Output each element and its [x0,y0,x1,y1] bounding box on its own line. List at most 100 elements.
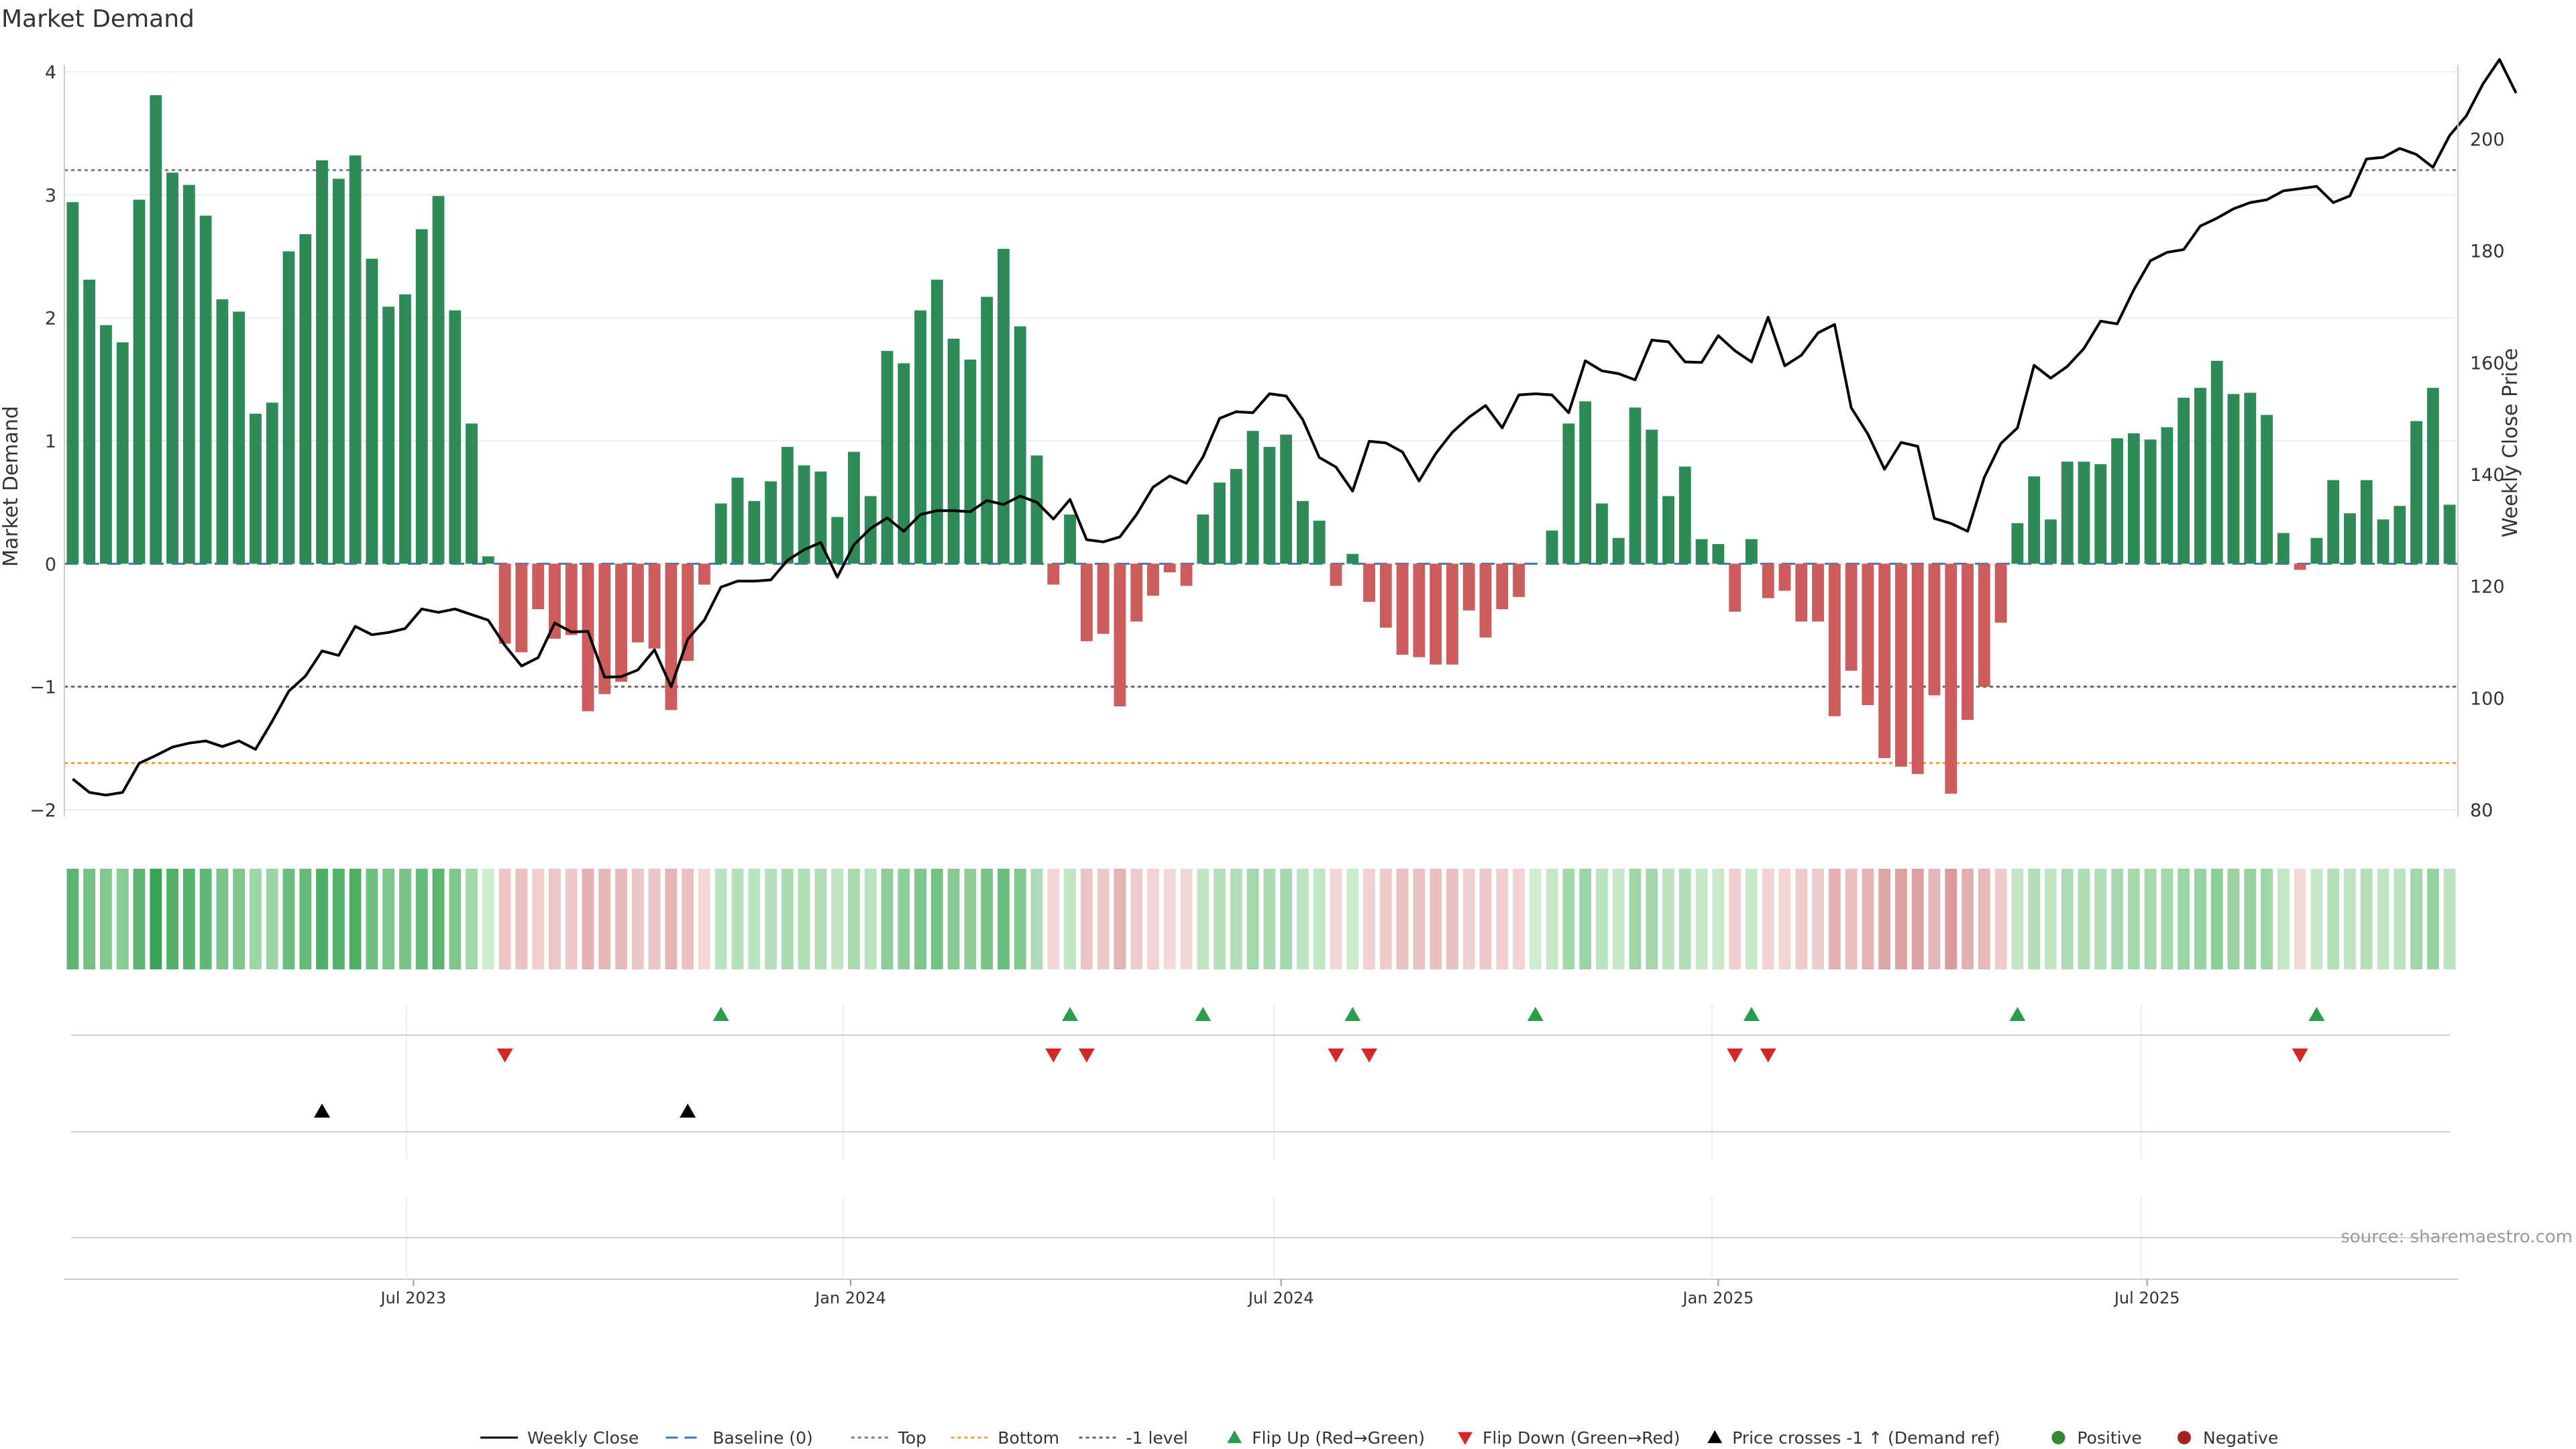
demand-bar-negative [515,564,528,653]
legend-item: Weekly Close [480,1428,639,1448]
demand-bar-negative [1762,564,1774,598]
demand-bar-negative [1413,564,1426,657]
heat-strip-cell [449,869,462,969]
demand-bar-negative [1962,564,1974,720]
demand-bar-positive [266,402,278,564]
legend-swatch-triangle-up [1227,1430,1242,1444]
legend-item: Baseline (0) [665,1428,813,1448]
demand-bar-positive [814,471,827,564]
demand-bar-positive [1546,530,1558,564]
demand-bar-negative [1147,564,1159,596]
heat-strip-cell [216,869,229,969]
demand-bar-positive [1263,447,1276,564]
heat-strip-cell [1646,869,1658,969]
heat-strip-cell [1496,869,1509,969]
demand-bar-negative [665,564,678,710]
heat-strip-cell [998,869,1010,969]
demand-bars [66,95,2456,794]
flip-down-marker [1760,1049,1776,1063]
demand-bar-positive [2261,415,2273,564]
heat-strip-cell [714,869,727,969]
demand-bar-negative [1446,564,1458,665]
demand-bar-negative [549,564,561,639]
heat-strip-cell [1064,869,1076,969]
demand-bar-positive [1596,503,1608,564]
legend-item: Price crosses -1 ↑ (Demand ref) [1707,1428,2000,1448]
y-tick-label: 2 [45,309,56,329]
heat-strip-cell [698,869,710,969]
demand-bar-negative [1330,564,1342,586]
demand-heat-strip [66,869,2456,969]
demand-bar-negative [498,564,511,644]
heat-strip-cell [116,869,129,969]
heat-strip-cell [2443,869,2456,969]
x-tick-label: Jul 2023 [379,1289,446,1307]
demand-bar-positive [1612,537,1625,564]
demand-bar-positive [1214,482,1226,564]
y-tick-label: −2 [30,800,56,821]
heat-strip-cell [1396,869,1409,969]
demand-bar-positive [399,294,411,564]
y-axis-title: Market Demand [0,406,23,567]
heat-strip-cell [166,869,178,969]
heat-strip-cell [2227,869,2240,969]
flip-up-marker [1527,1007,1544,1021]
heat-strip-cell [2078,869,2090,969]
demand-bar-positive [1629,407,1642,564]
demand-bar-positive [2178,397,2190,564]
x-tick-label: Jul 2025 [2113,1289,2180,1307]
y-right-tick-label: 100 [2470,688,2505,709]
demand-bar-negative [1080,564,1093,641]
demand-bar-positive [881,351,894,564]
heat-strip-cell [1778,869,1791,969]
x-tick-label: Jan 2024 [814,1289,886,1307]
heat-strip-cell [1862,869,1874,969]
heat-strip-cell [100,869,112,969]
demand-bar-positive [182,184,195,564]
flip-up-marker [1743,1007,1760,1021]
heat-strip-cell [1546,869,1558,969]
heat-strip-cell [2094,869,2107,969]
y-tick-label: 1 [45,431,56,452]
demand-bar-negative [1513,564,1525,597]
heat-strip-cell [748,869,761,969]
heat-strip-cell [1746,869,1758,969]
demand-bar-positive [2277,533,2290,564]
heat-strip-cell [1263,869,1276,969]
demand-bar-negative [532,564,545,610]
heat-strip-cell [1430,869,1442,969]
demand-bar-positive [798,465,810,564]
demand-bar-negative [2294,564,2306,570]
legend-item: -1 level [1079,1428,1188,1448]
flip-up-marker [1344,1007,1361,1021]
heat-strip-cell [2394,869,2406,969]
heat-strip-cell [349,869,362,969]
heat-strip-cell [1513,869,1525,969]
flip-up-marker [1195,1007,1212,1021]
demand-bar-positive [2078,462,2090,564]
demand-bar-positive [382,307,395,564]
heat-strip-cell [814,869,827,969]
heat-strip-cell [1413,869,1426,969]
demand-bar-negative [1163,564,1176,573]
demand-bar-positive [898,363,910,564]
heat-strip-cell [1313,869,1326,969]
heat-strip-cell [1446,869,1458,969]
legend-label: Negative [2203,1428,2278,1448]
demand-bar-positive [981,297,994,564]
heat-strip-cell [2011,869,2024,969]
signal-panels [71,1004,2450,1278]
chart-title: Market Demand [1,5,195,33]
demand-bar-negative [1994,564,2007,623]
heat-strip-cell [798,869,810,969]
heat-strip-cell [515,869,528,969]
demand-bar-negative [1878,564,1891,758]
heat-strip-cell [1596,869,1608,969]
heat-strip-cell [549,869,561,969]
heat-strip-cell [1612,869,1625,969]
demand-bar-positive [466,423,478,564]
heat-strip-cell [930,869,943,969]
heat-strip-cell [1080,869,1093,969]
heat-strip-cell [332,869,345,969]
heat-strip-cell [1662,869,1674,969]
